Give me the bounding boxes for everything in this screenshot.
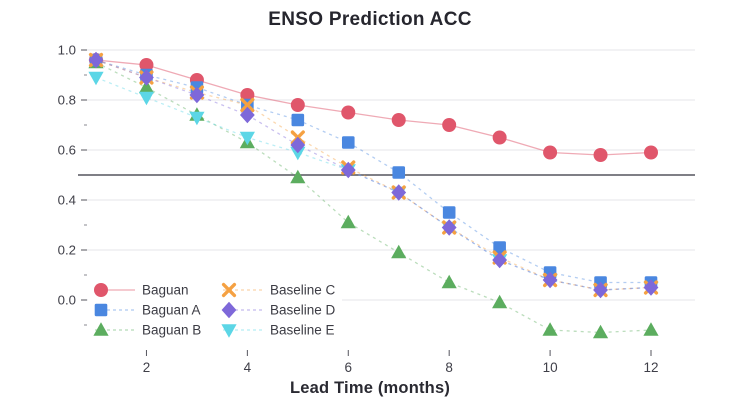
data-point-marker bbox=[290, 98, 305, 112]
series-line bbox=[95, 59, 652, 291]
x-tick-label: 8 bbox=[445, 360, 453, 375]
data-point-marker bbox=[593, 281, 608, 299]
data-point-marker bbox=[492, 130, 507, 145]
x-tick-label: 2 bbox=[143, 360, 151, 375]
x-tick-label: 6 bbox=[345, 360, 353, 375]
triangle-up-icon bbox=[93, 322, 109, 336]
legend-label: Baseline D bbox=[270, 303, 336, 318]
data-point-marker bbox=[543, 145, 558, 160]
y-tick-label: 0.2 bbox=[58, 243, 76, 258]
data-point-marker bbox=[240, 88, 255, 102]
data-point-marker bbox=[239, 131, 255, 146]
data-point-marker bbox=[291, 113, 305, 127]
y-tick-label: 0.6 bbox=[58, 143, 76, 158]
data-point-marker bbox=[442, 206, 456, 219]
data-point-marker bbox=[340, 214, 356, 229]
data-point-marker bbox=[139, 58, 154, 72]
data-point-marker bbox=[542, 271, 558, 289]
chart-title: ENSO Prediction ACC bbox=[268, 9, 472, 30]
data-point-marker bbox=[442, 118, 457, 132]
data-point-marker bbox=[643, 279, 659, 296]
diamond-icon bbox=[221, 301, 237, 319]
legend-label: Baseline C bbox=[270, 283, 336, 298]
triangle-down-icon bbox=[221, 324, 237, 338]
data-point-marker bbox=[391, 244, 407, 259]
data-point-marker bbox=[542, 322, 558, 336]
data-point-marker bbox=[290, 136, 306, 154]
data-point-marker bbox=[138, 79, 155, 94]
circle-icon bbox=[94, 283, 108, 297]
x-icon bbox=[221, 282, 237, 298]
data-point-marker bbox=[340, 161, 356, 179]
data-point-marker bbox=[643, 322, 659, 336]
data-point-marker bbox=[441, 274, 457, 289]
data-point-marker bbox=[493, 241, 506, 254]
data-point-marker bbox=[341, 136, 355, 149]
data-point-marker bbox=[189, 111, 205, 126]
legend-background bbox=[88, 277, 342, 341]
legend-label: Baseline E bbox=[270, 323, 335, 338]
y-tick-label: 0.0 bbox=[58, 293, 76, 308]
x-tick-label: 4 bbox=[244, 360, 252, 375]
data-point-marker bbox=[139, 69, 154, 86]
data-point-marker bbox=[290, 146, 306, 161]
legend-label: Baguan bbox=[142, 283, 189, 298]
legend-label: Baguan A bbox=[142, 303, 201, 318]
y-tick-label: 1.0 bbox=[58, 43, 76, 58]
x-tick-label: 12 bbox=[643, 360, 658, 375]
y-tick-label: 0.8 bbox=[58, 93, 76, 108]
data-point-marker bbox=[239, 106, 255, 124]
series-line bbox=[95, 59, 652, 156]
series-line bbox=[95, 61, 652, 334]
x-axis-title: Lead Time (months) bbox=[289, 379, 451, 397]
y-tick-label: 0.4 bbox=[58, 193, 76, 208]
data-point-marker bbox=[492, 294, 508, 309]
data-point-marker bbox=[592, 324, 609, 339]
data-point-marker bbox=[392, 166, 406, 179]
data-point-marker bbox=[240, 97, 255, 113]
x-tick-label: 10 bbox=[543, 360, 558, 375]
data-point-marker bbox=[492, 251, 508, 269]
series-line bbox=[95, 59, 651, 284]
data-point-marker bbox=[88, 71, 104, 86]
data-point-marker bbox=[391, 184, 407, 201]
data-point-marker bbox=[643, 145, 658, 160]
series-line bbox=[95, 76, 652, 291]
data-point-marker bbox=[290, 169, 306, 184]
data-point-marker bbox=[441, 219, 457, 236]
data-point-marker bbox=[138, 91, 155, 106]
data-point-marker bbox=[88, 51, 104, 69]
data-point-marker bbox=[189, 86, 205, 104]
data-point-marker bbox=[391, 113, 406, 127]
square-icon bbox=[94, 303, 108, 317]
legend-label: Baguan B bbox=[142, 323, 201, 338]
data-point-marker bbox=[341, 105, 356, 120]
data-point-marker bbox=[593, 148, 608, 162]
